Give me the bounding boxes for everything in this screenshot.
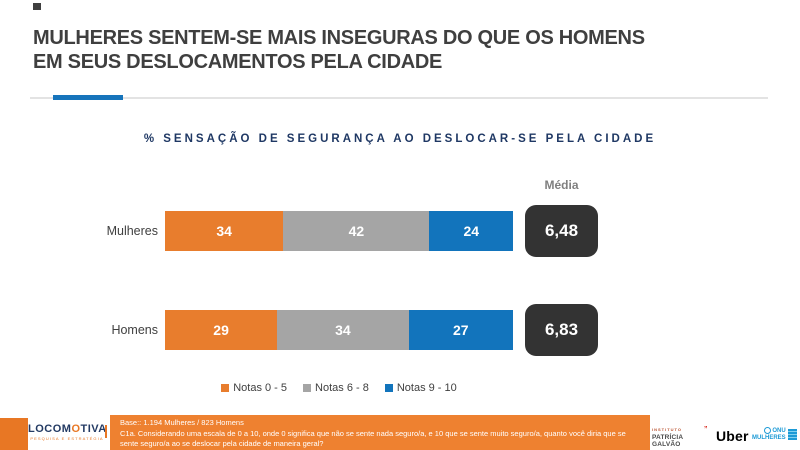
media-badge-homens: 6,83 [525,304,598,356]
question-note: C1a. Considerando uma escala de 0 a 10, … [120,428,626,449]
divider-line [30,97,768,99]
legend-item-notas-6-8: Notas 6 - 8 [303,382,369,394]
bar-segment-mulheres-notas-6-8: 42 [283,211,430,251]
legend-swatch-blue-icon [384,384,393,392]
onu-mulheres-wordmark: ONU MULHERES [752,427,786,442]
legend-label-notas-6-8: Notas 6 - 8 [315,382,369,394]
media-value-homens: 6,83 [544,320,579,339]
bar-mulheres: 34 42 24 [165,211,513,251]
category-label-homens: Homens [111,323,158,337]
title-line-2: EM SEUS DESLOCAMENTOS PELA CIDADE [33,51,443,73]
legend-swatch-gray-icon [303,384,312,392]
onu-flag-icon [787,429,797,441]
footer-accent-square [0,418,28,450]
bar-segment-homens-notas-0-5: 29 [165,310,278,350]
onu-mulheres-logo: ONU MULHERES [752,427,797,442]
bar-segment-homens-notas-9-10: 27 [408,310,514,350]
media-value-mulheres: 6,48 [544,221,579,240]
base-note: Base:: 1.194 Mulheres / 823 Homens [120,418,244,427]
pg-quote-icon: ” [704,426,709,433]
mulheres-label: MULHERES [752,435,786,442]
locomotiva-text-1: LOCOM [28,423,72,435]
locomotiva-o-icon: O [71,423,81,435]
title-line-1: MULHERES SENTEM-SE MAIS INSEGURAS DO QUE… [33,27,645,49]
pg-name-label: PATRÍCIA GALVÃO [652,434,684,448]
page-title: MULHERES SENTEM-SE MAIS INSEGURAS DO QUE… [33,26,763,74]
chart-title: % SENSAÇÃO DE SEGURANÇA AO DESLOCAR-SE P… [143,133,657,145]
onu-globe-icon [764,427,772,434]
bar-segment-mulheres-notas-9-10: 24 [429,211,513,251]
instituto-patricia-galvao-logo: INSTITUTO ” PATRÍCIA GALVÃO [652,426,710,448]
locomotiva-accent-icon [105,425,107,438]
locomotiva-logo: LOCOMOTIVA PESQUISA E ESTRATÉGIA [28,423,106,441]
legend-label-notas-9-10: Notas 9 - 10 [396,382,457,394]
category-label-mulheres: Mulheres [106,224,158,238]
bar-segment-mulheres-notas-0-5: 34 [165,211,284,251]
bar-homens: 29 34 27 [165,310,514,350]
divider-accent-bar [53,95,123,100]
locomotiva-text-2: TIVA [80,423,107,435]
locomotiva-wordmark: LOCOMOTIVA [28,423,106,435]
media-badge-mulheres: 6,48 [525,205,598,257]
legend-swatch-orange-icon [221,384,230,392]
onu-label: ONU [772,428,786,435]
locomotiva-tagline: PESQUISA E ESTRATÉGIA [30,436,104,441]
slide-marker [33,3,41,10]
pg-instituto-row: INSTITUTO ” [652,426,710,433]
legend-label-notas-0-5: Notas 0 - 5 [233,382,288,394]
media-column-label: Média [544,178,579,192]
legend-item-notas-9-10: Notas 9 - 10 [384,382,457,394]
legend-item-notas-0-5: Notas 0 - 5 [221,382,287,394]
pg-instituto-label: INSTITUTO [652,427,683,432]
uber-logo: Uber [716,428,749,444]
source-note-box: Base:: 1.194 Mulheres / 823 Homens C1a. … [110,415,650,450]
legend: Notas 0 - 5 Notas 6 - 8 Notas 9 - 10 [165,382,513,394]
bar-segment-homens-notas-6-8: 34 [277,310,409,350]
